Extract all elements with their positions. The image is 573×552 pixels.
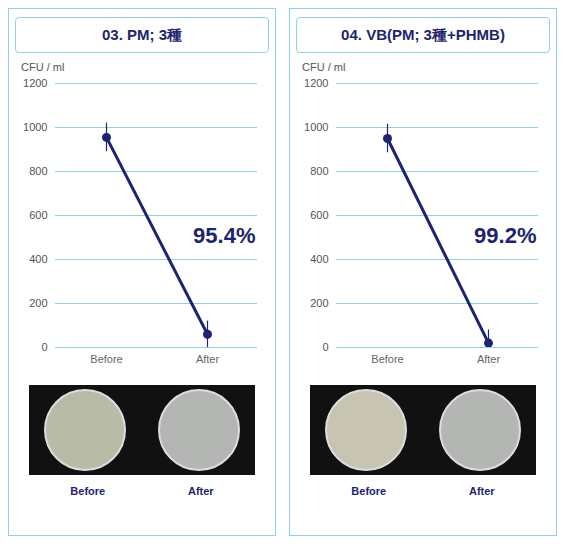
html-text:04. VB(PM; 3種+PHMB): 04. VB(PM; 3種+PHMB) [341,26,505,43]
html-text:CFU / ml: CFU / ml [302,61,346,73]
svg-text:800: 800 [29,165,47,177]
svg-text:Before: Before [90,353,122,365]
html-text:CFU / ml: CFU / ml [21,61,65,73]
svg-text:600: 600 [29,209,47,221]
svg-text:After: After [477,353,501,365]
svg-text:400: 400 [29,253,47,265]
svg-text:400: 400 [310,253,328,265]
svg-text:800: 800 [310,165,328,177]
html-text:After: After [187,485,214,497]
svg-text:0: 0 [41,341,47,353]
svg-text:Before: Before [371,353,403,365]
svg-text:1200: 1200 [23,77,47,89]
svg-text:600: 600 [310,209,328,221]
svg-text:After: After [196,353,220,365]
svg-text:1200: 1200 [304,77,328,89]
html-text:Before: Before [351,485,387,497]
svg-text:95.4%: 95.4% [193,223,255,248]
html-text:After: After [468,485,495,497]
html-text:03. PM; 3種: 03. PM; 3種 [102,26,182,43]
svg-text:200: 200 [310,297,328,309]
svg-text:1000: 1000 [23,121,47,133]
svg-text:0: 0 [322,341,328,353]
svg-text:200: 200 [29,297,47,309]
svg-text:99.2%: 99.2% [474,223,536,248]
svg-text:1000: 1000 [304,121,328,133]
html-text:Before: Before [70,485,106,497]
